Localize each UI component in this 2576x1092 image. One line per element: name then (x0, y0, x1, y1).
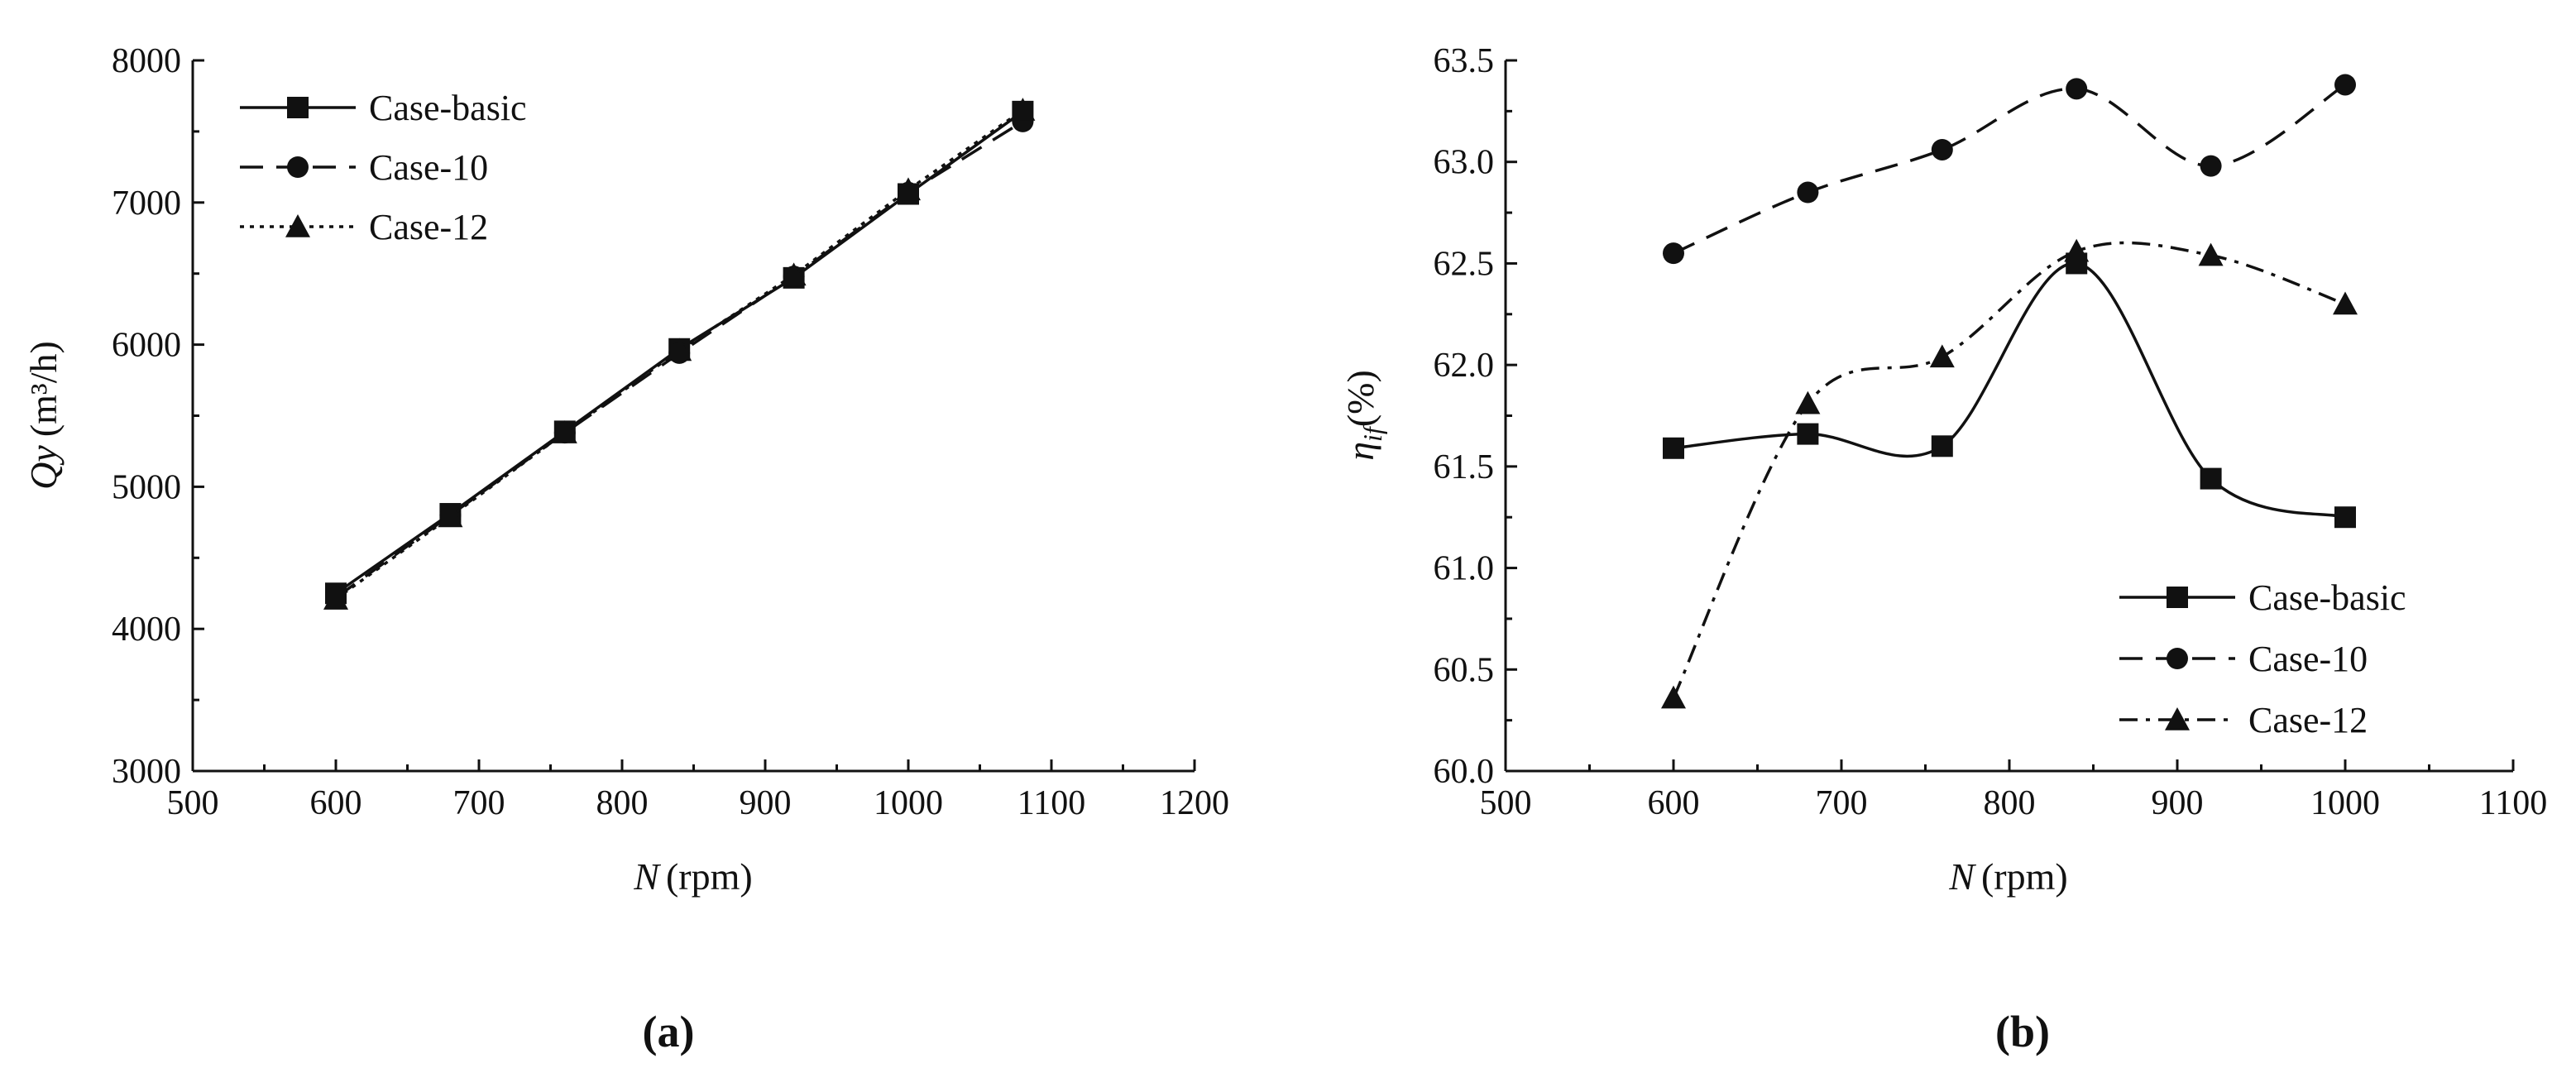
y-tick-label: 62.0 (1434, 347, 1495, 385)
x-tick-label: 800 (596, 784, 649, 822)
y-axis-title-unit: (m³/h) (22, 341, 65, 437)
y-axis-title-var: Qy (22, 445, 65, 490)
legend-label: Case-10 (369, 147, 488, 188)
x-tick-label: 500 (167, 784, 219, 822)
legend-marker (287, 156, 309, 178)
x-tick-label: 700 (453, 784, 505, 822)
x-tick-label: 900 (2152, 784, 2204, 822)
y-tick-label: 63.5 (1434, 42, 1495, 80)
y-axis-title-var: η (1339, 442, 1381, 461)
y-axis-title: ηif(%) (1339, 370, 1387, 461)
y-tick-label: 4000 (112, 611, 181, 649)
data-point (896, 177, 921, 201)
legend-marker (2167, 587, 2188, 608)
x-axis-title-unit: (rpm) (666, 855, 753, 898)
legend-marker (2165, 707, 2190, 730)
x-axis-title: N (rpm) (1948, 855, 2067, 898)
y-tick-label: 6000 (112, 327, 181, 365)
x-axis-title-var: N (633, 855, 661, 898)
data-point (1663, 437, 1684, 459)
x-axis-title-var: N (1948, 855, 1976, 898)
panel-label: (a) (643, 1007, 695, 1056)
y-tick-label: 63.0 (1434, 144, 1495, 182)
data-point (1931, 138, 1953, 160)
data-point (1797, 181, 1819, 204)
y-axis-title-sub: if (1357, 424, 1387, 442)
data-point (2334, 506, 2356, 529)
y-tick-label: 7000 (112, 184, 181, 223)
x-axis-title: N (rpm) (633, 855, 752, 898)
x-tick-label: 1100 (1017, 784, 1085, 822)
series-case-basic (1663, 252, 2356, 529)
series-case-12 (323, 98, 1036, 610)
series-line (1673, 83, 2346, 255)
x-tick-label: 1100 (2479, 784, 2547, 822)
data-point (1931, 435, 1953, 457)
data-point (2198, 242, 2224, 266)
panel-label: (b) (1995, 1007, 2050, 1056)
data-point (1661, 685, 1686, 709)
series-line (1672, 241, 2346, 699)
data-point (1010, 98, 1036, 121)
legend-marker (285, 214, 310, 237)
x-tick-label: 700 (1816, 784, 1868, 822)
chart-panel-a: 500 600 700 800 900 1000 1100 1200 3000 4000 5000 6… (22, 42, 1229, 1056)
legend-label: Case-12 (369, 207, 488, 247)
y-axis-title: Qy (m³/h) (22, 341, 65, 490)
x-tick-label: 1000 (874, 784, 943, 822)
series-case-10 (1663, 74, 2356, 265)
legend: Case-basic Case-10 Case-12 (2119, 577, 2406, 740)
legend-label: Case-basic (2248, 577, 2406, 618)
data-point (1795, 390, 1821, 414)
data-point (2064, 238, 2090, 262)
data-point (1797, 423, 1819, 445)
y-tick-label: 8000 (112, 42, 181, 80)
y-tick-label: 61.0 (1434, 550, 1495, 588)
y-tick-label: 60.0 (1434, 753, 1495, 791)
data-point (1929, 344, 1955, 368)
data-point (2066, 78, 2088, 100)
data-point (2333, 291, 2358, 315)
y-tick-label: 3000 (112, 753, 181, 791)
data-point (1663, 242, 1684, 265)
y-axis-title-unit: (%) (1339, 370, 1381, 427)
y-tick-label: 62.5 (1434, 245, 1495, 283)
series-case-12 (1661, 238, 2358, 709)
y-tick-label: 5000 (112, 468, 181, 506)
data-point (667, 338, 692, 362)
x-tick-label: 600 (310, 784, 362, 822)
x-tick-label: 500 (1480, 784, 1532, 822)
data-point (2200, 155, 2222, 177)
y-tick-label: 61.5 (1434, 448, 1495, 486)
x-tick-label: 1200 (1160, 784, 1229, 822)
legend-marker (287, 97, 309, 118)
data-point (323, 587, 348, 610)
data-point (2200, 467, 2222, 490)
data-point (2334, 74, 2356, 96)
legend-label: Case-basic (369, 88, 527, 128)
data-point (552, 420, 577, 443)
y-tick-label: 60.5 (1434, 651, 1495, 689)
x-axis-title-unit: (rpm) (1981, 855, 2068, 898)
data-point (781, 262, 807, 286)
x-tick-label: 900 (740, 784, 792, 822)
legend: Case-basic Case-10 Case-12 (240, 88, 527, 247)
legend-label: Case-12 (2248, 700, 2368, 740)
chart-panel-b: 500 600 700 800 900 1000 1100 60.0 60.5 61.0 61.5 6… (1339, 42, 2547, 1056)
x-tick-label: 1000 (2310, 784, 2380, 822)
data-point (438, 504, 463, 528)
x-tick-label: 800 (1984, 784, 2036, 822)
x-tick-label: 600 (1648, 784, 1700, 822)
legend-marker (2167, 648, 2188, 669)
legend-label: Case-10 (2248, 639, 2368, 679)
